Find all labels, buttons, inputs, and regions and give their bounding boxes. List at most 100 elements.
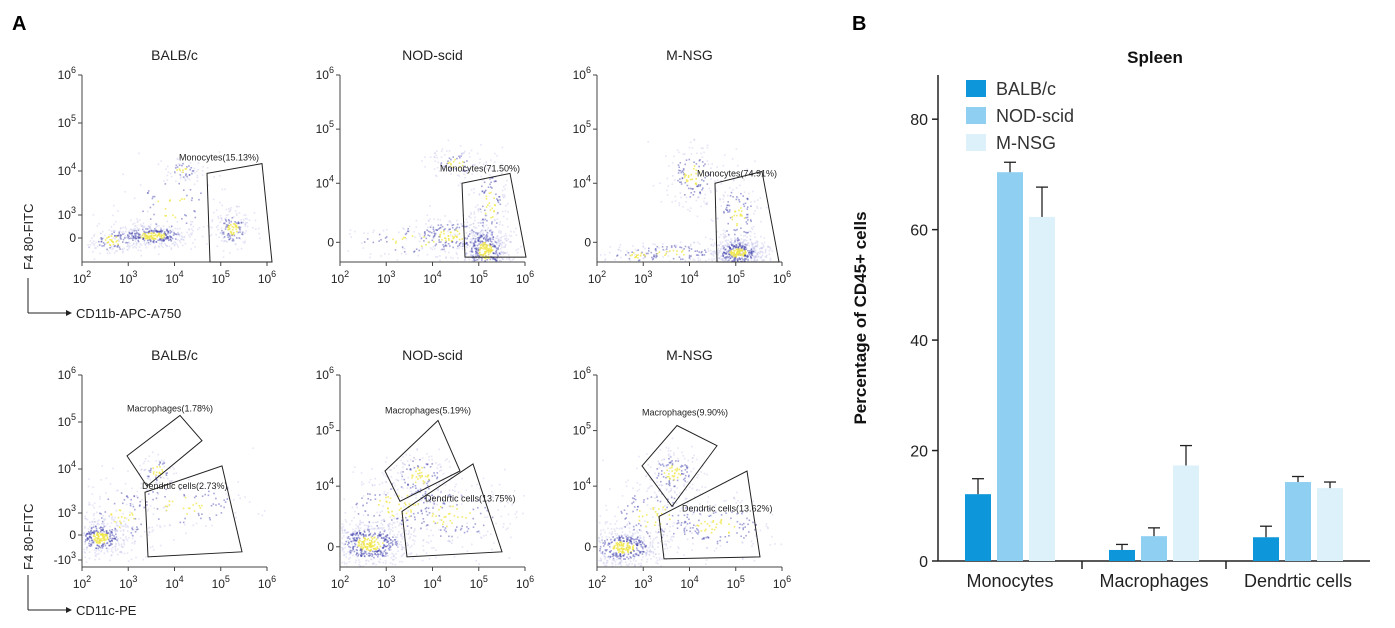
density-point [510, 235, 513, 237]
density-point [190, 248, 192, 250]
density-point [157, 230, 159, 233]
density-point [456, 247, 458, 250]
density-point [618, 562, 621, 564]
density-point [234, 243, 237, 245]
density-point [99, 546, 102, 549]
density-point [196, 174, 199, 177]
density-point [483, 234, 485, 236]
density-point [186, 175, 188, 178]
density-point [394, 249, 397, 251]
density-point [671, 183, 674, 185]
density-point [652, 542, 654, 544]
density-point [142, 222, 145, 225]
density-point [115, 250, 117, 252]
density-point [191, 221, 194, 223]
density-point [466, 246, 469, 249]
density-point [166, 505, 169, 507]
density-point [763, 241, 766, 244]
density-point [159, 461, 162, 463]
density-point [125, 536, 127, 538]
density-point [159, 466, 161, 468]
density-point [356, 555, 358, 558]
density-point [227, 224, 229, 227]
density-point [701, 179, 703, 181]
density-point [354, 510, 356, 513]
density-point [89, 503, 91, 506]
density-point [636, 530, 638, 533]
density-point [153, 247, 156, 249]
density-point [490, 241, 493, 243]
density-point [622, 555, 624, 557]
density-point [497, 240, 500, 242]
density-point [86, 539, 88, 541]
density-point [438, 529, 440, 531]
density-point [634, 532, 637, 535]
density-point [604, 552, 606, 555]
density-point [376, 525, 378, 527]
density-point [695, 254, 698, 256]
density-point [161, 463, 164, 465]
density-point [255, 228, 257, 230]
density-point [476, 483, 478, 486]
density-point [411, 474, 413, 477]
density-point [496, 155, 498, 157]
density-point [368, 552, 370, 555]
density-point [746, 216, 749, 219]
density-point [618, 539, 621, 542]
density-point [360, 554, 362, 556]
density-point [354, 539, 356, 542]
density-point [604, 543, 606, 545]
density-point [724, 240, 727, 242]
density-point [765, 256, 768, 259]
density-point [397, 479, 400, 482]
density-point [135, 247, 138, 249]
density-point [89, 521, 91, 524]
density-point [501, 258, 504, 260]
density-point [94, 554, 97, 557]
density-point [144, 233, 147, 236]
density-point [474, 216, 476, 219]
density-point [678, 547, 680, 550]
density-point [156, 479, 158, 482]
density-point [748, 251, 750, 254]
density-point [103, 539, 105, 541]
y-axis-title: F4 80-FITC [21, 204, 36, 270]
density-point [697, 196, 700, 199]
density-point [198, 514, 200, 517]
density-point [497, 247, 499, 249]
y-tick-label: 0 [69, 528, 76, 542]
density-point [725, 256, 728, 259]
density-point [503, 185, 505, 188]
density-point [474, 206, 477, 208]
density-point [120, 492, 123, 494]
density-point [711, 238, 714, 241]
density-point [410, 533, 412, 536]
density-point [151, 530, 154, 533]
density-point [482, 237, 485, 239]
density-point [351, 519, 353, 522]
density-point [678, 256, 681, 258]
density-point [504, 246, 506, 249]
density-point [373, 515, 375, 517]
density-point [99, 530, 102, 533]
density-point [135, 235, 137, 237]
density-point [147, 190, 150, 192]
density-point [246, 218, 248, 220]
density-point [341, 561, 343, 564]
density-point [650, 251, 653, 254]
density-point [753, 200, 756, 203]
density-point [391, 483, 393, 485]
density-point [492, 245, 494, 248]
density-point [165, 237, 167, 239]
density-point [88, 533, 90, 535]
density-point [644, 546, 647, 549]
density-point [735, 244, 738, 247]
density-point [658, 247, 660, 249]
density-point [684, 163, 686, 166]
density-point [606, 559, 608, 562]
density-point [621, 548, 623, 550]
density-point [159, 230, 162, 233]
density-point [724, 249, 726, 251]
density-point [739, 242, 742, 245]
density-point [481, 225, 484, 227]
